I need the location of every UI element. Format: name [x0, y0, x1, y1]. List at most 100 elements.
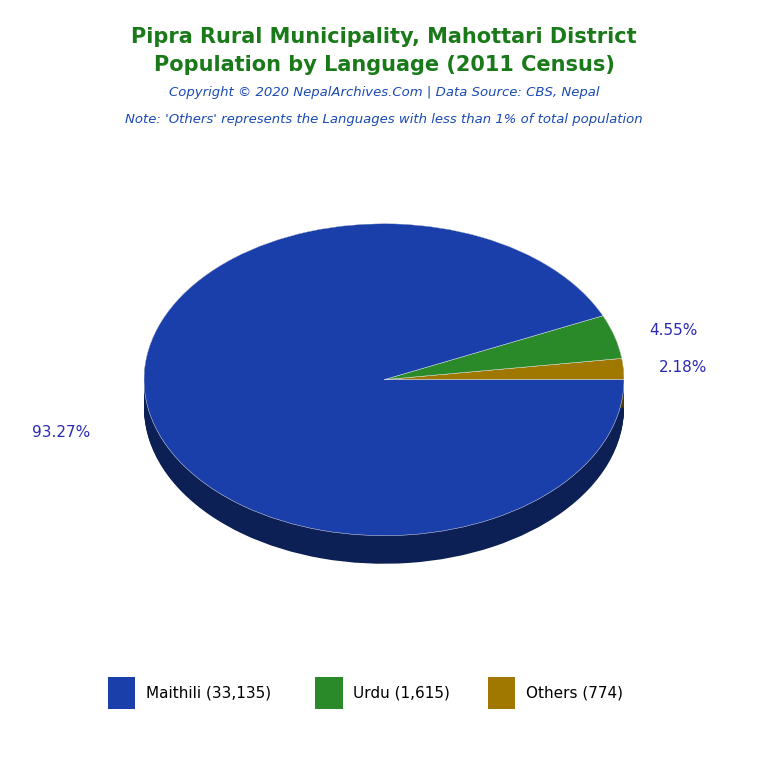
Text: Pipra Rural Municipality, Mahottari District: Pipra Rural Municipality, Mahottari Dist…	[131, 27, 637, 47]
Wedge shape	[144, 226, 624, 538]
Wedge shape	[384, 341, 622, 405]
Wedge shape	[384, 369, 624, 390]
Wedge shape	[384, 329, 622, 394]
Wedge shape	[384, 370, 624, 392]
Wedge shape	[384, 381, 624, 402]
Wedge shape	[384, 331, 622, 395]
Wedge shape	[144, 230, 624, 541]
Wedge shape	[384, 368, 624, 389]
Wedge shape	[144, 234, 624, 546]
Wedge shape	[144, 247, 624, 558]
Wedge shape	[144, 239, 624, 551]
Wedge shape	[144, 232, 624, 544]
Text: Note: 'Others' represents the Languages with less than 1% of total population: Note: 'Others' represents the Languages …	[125, 113, 643, 126]
Wedge shape	[384, 386, 624, 408]
Wedge shape	[144, 224, 624, 537]
Wedge shape	[384, 382, 624, 404]
Wedge shape	[144, 235, 624, 547]
Wedge shape	[384, 361, 624, 382]
Wedge shape	[384, 376, 624, 398]
Wedge shape	[144, 243, 624, 554]
Wedge shape	[384, 319, 622, 383]
Bar	[488, 677, 515, 710]
Wedge shape	[384, 367, 624, 388]
Wedge shape	[384, 366, 624, 387]
Wedge shape	[384, 323, 622, 386]
Bar	[108, 677, 135, 710]
Wedge shape	[144, 247, 624, 559]
Wedge shape	[384, 336, 622, 399]
Wedge shape	[144, 241, 624, 554]
Bar	[315, 677, 343, 710]
Wedge shape	[384, 336, 622, 400]
Wedge shape	[144, 244, 624, 556]
Wedge shape	[384, 323, 622, 387]
Wedge shape	[384, 365, 624, 386]
Wedge shape	[144, 230, 624, 542]
Wedge shape	[384, 340, 622, 404]
Wedge shape	[144, 240, 624, 551]
Wedge shape	[144, 252, 624, 564]
Wedge shape	[384, 372, 624, 392]
Wedge shape	[384, 337, 622, 401]
Wedge shape	[384, 364, 624, 386]
Wedge shape	[384, 378, 624, 399]
Wedge shape	[144, 251, 624, 563]
Wedge shape	[384, 320, 622, 384]
Wedge shape	[384, 386, 624, 407]
Wedge shape	[384, 359, 624, 379]
Text: Copyright © 2020 NepalArchives.Com | Data Source: CBS, Nepal: Copyright © 2020 NepalArchives.Com | Dat…	[169, 86, 599, 99]
Wedge shape	[384, 376, 624, 396]
Wedge shape	[144, 245, 624, 558]
Wedge shape	[384, 374, 624, 396]
Wedge shape	[144, 223, 624, 535]
Wedge shape	[384, 363, 624, 384]
Text: 2.18%: 2.18%	[660, 360, 708, 375]
Wedge shape	[384, 333, 622, 398]
Text: Others (774): Others (774)	[526, 686, 623, 700]
Wedge shape	[384, 360, 624, 382]
Wedge shape	[144, 249, 624, 561]
Wedge shape	[384, 377, 624, 399]
Wedge shape	[144, 248, 624, 560]
Wedge shape	[384, 382, 624, 403]
Wedge shape	[384, 318, 622, 382]
Wedge shape	[384, 319, 622, 382]
Wedge shape	[144, 228, 624, 541]
Wedge shape	[384, 385, 624, 406]
Wedge shape	[384, 384, 624, 405]
Wedge shape	[384, 342, 622, 406]
Wedge shape	[144, 240, 624, 552]
Wedge shape	[384, 343, 622, 407]
Wedge shape	[144, 238, 624, 550]
Text: Maithili (33,135): Maithili (33,135)	[146, 686, 270, 700]
Wedge shape	[384, 380, 624, 401]
Wedge shape	[144, 231, 624, 543]
Wedge shape	[384, 359, 624, 381]
Wedge shape	[144, 237, 624, 549]
Wedge shape	[384, 344, 622, 408]
Wedge shape	[384, 316, 622, 379]
Text: Population by Language (2011 Census): Population by Language (2011 Census)	[154, 55, 614, 75]
Wedge shape	[384, 327, 622, 391]
Wedge shape	[384, 324, 622, 388]
Wedge shape	[144, 223, 624, 535]
Wedge shape	[384, 359, 624, 379]
Wedge shape	[384, 338, 622, 402]
Wedge shape	[384, 369, 624, 391]
Wedge shape	[384, 334, 622, 399]
Wedge shape	[144, 236, 624, 548]
Text: 4.55%: 4.55%	[649, 323, 697, 338]
Wedge shape	[384, 333, 622, 396]
Wedge shape	[384, 325, 622, 389]
Wedge shape	[384, 373, 624, 395]
Text: Urdu (1,615): Urdu (1,615)	[353, 686, 450, 700]
Wedge shape	[384, 332, 622, 396]
Wedge shape	[384, 316, 622, 381]
Wedge shape	[144, 227, 624, 539]
Wedge shape	[384, 372, 624, 394]
Wedge shape	[144, 233, 624, 545]
Wedge shape	[384, 339, 622, 403]
Wedge shape	[384, 362, 624, 383]
Wedge shape	[144, 227, 624, 538]
